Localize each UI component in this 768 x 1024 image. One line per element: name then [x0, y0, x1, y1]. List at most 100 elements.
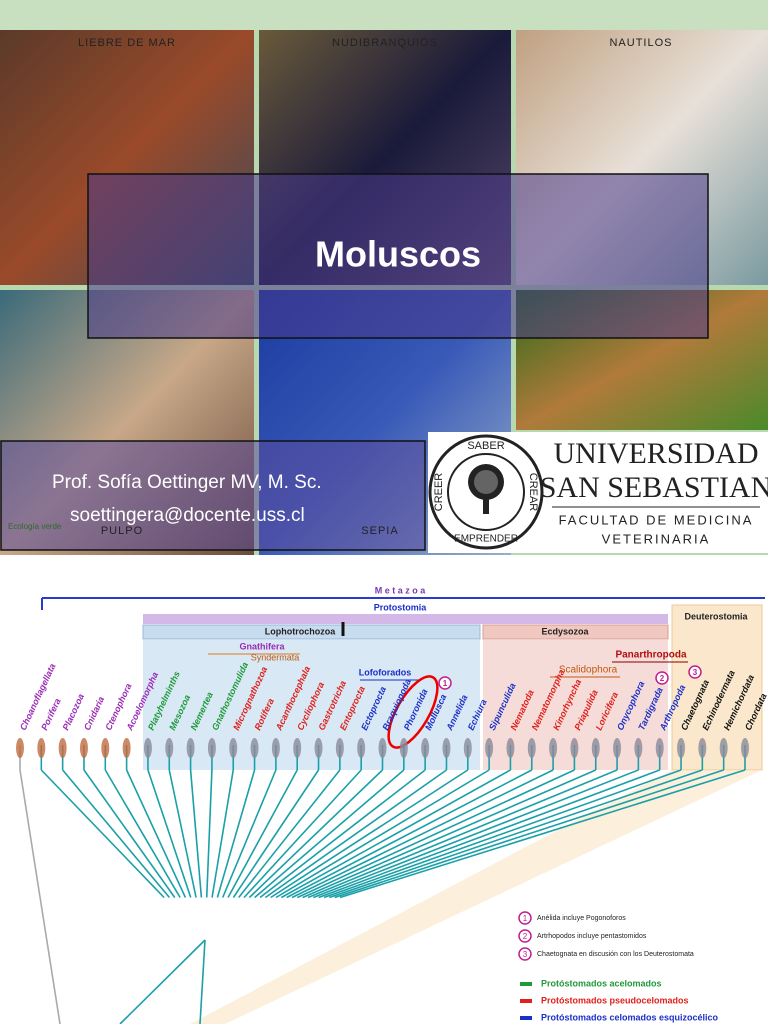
branch	[329, 769, 703, 899]
seal-text: CREER	[433, 473, 445, 512]
number-circle	[518, 911, 532, 925]
number-circle	[518, 947, 532, 961]
branch	[280, 769, 511, 899]
branch	[205, 769, 213, 898]
organism-icon	[165, 738, 174, 758]
branch	[297, 769, 575, 899]
organism-icon	[314, 738, 323, 758]
photo-label: SEPIA	[361, 525, 398, 537]
organism-icon	[293, 738, 302, 758]
number: 1	[523, 914, 528, 923]
seal-text: SABER	[467, 440, 504, 452]
branch	[323, 769, 682, 899]
legend-label: Protóstomados celomados esquizocélico	[541, 1012, 719, 1022]
highlight	[387, 675, 439, 749]
organism-icon	[58, 738, 67, 758]
organism-icon	[549, 738, 558, 758]
seal-text: CREAR	[527, 473, 539, 512]
legend-label: Protóstomados pseudocelomados	[541, 995, 689, 1005]
clade-bracket	[143, 614, 668, 624]
branch	[168, 769, 197, 898]
number: 2	[660, 674, 665, 683]
organism-icon	[677, 738, 686, 758]
organism-icon	[655, 738, 664, 758]
organism-icon	[591, 738, 600, 758]
university-name: UNIVERSIDAD	[554, 437, 759, 470]
organism-icon	[271, 738, 280, 758]
organism-icon	[186, 738, 195, 758]
author-box	[0, 440, 426, 551]
trunk	[119, 939, 206, 1024]
photo-label: PULPO	[101, 525, 143, 537]
organism-icon	[378, 738, 387, 758]
title-box	[87, 173, 709, 339]
branch	[264, 769, 447, 899]
organism-icon	[485, 738, 494, 758]
tree-lines	[19, 745, 746, 1024]
seal-text: EMPRENDER	[454, 534, 518, 545]
organism-icon	[506, 738, 515, 758]
branch	[259, 769, 426, 899]
legend-label: Protóstomados acelomados	[541, 978, 662, 988]
branch	[254, 769, 405, 899]
branch	[248, 769, 384, 899]
faculty: VETERINARIA	[602, 531, 711, 546]
branch	[83, 769, 176, 898]
organism-icon	[634, 738, 643, 758]
organism-icon	[421, 738, 430, 758]
branch	[291, 769, 554, 899]
clade-label: Scalidophora	[559, 665, 618, 676]
branch	[104, 769, 181, 898]
branch	[313, 769, 639, 899]
branch	[238, 769, 341, 898]
photo-label: LIEBRE DE MAR	[78, 37, 176, 49]
organism-icon	[229, 738, 238, 758]
title: Moluscos	[315, 234, 481, 275]
branch	[243, 769, 362, 899]
branch	[221, 769, 277, 898]
organism-icon	[463, 738, 472, 758]
organism-icon	[79, 738, 88, 758]
branch	[189, 769, 203, 898]
email: soettingera@docente.uss.cl	[70, 505, 305, 526]
clade-label: Protostomia	[374, 602, 428, 612]
organism-icon	[698, 738, 707, 758]
label-strip	[0, 0, 768, 30]
clade-label: Syndermata	[251, 652, 300, 662]
tree-background	[143, 604, 763, 1024]
branch	[216, 769, 256, 898]
legend-note: Artrhopodos incluye pentastomidos	[537, 933, 647, 940]
branch	[227, 769, 298, 898]
branch	[125, 769, 187, 898]
number-circle	[518, 929, 532, 943]
organism-icon	[207, 738, 216, 758]
trunk	[199, 939, 206, 1024]
taxon-label: Cnidaria	[82, 695, 106, 732]
clade-label: Ecdysozoa	[541, 626, 589, 636]
branch	[302, 769, 597, 899]
clade-label: Lophotrochozoa	[265, 626, 336, 636]
author: Prof. Sofía Oettinger MV, M. Sc.	[52, 472, 322, 493]
clade-label: Gnathifera	[239, 641, 285, 651]
taxon-label: Porifera	[39, 697, 62, 732]
branch	[286, 769, 533, 899]
branch	[318, 769, 660, 899]
legend-swatch	[520, 999, 532, 1003]
organism-icon	[442, 738, 451, 758]
number: 1	[443, 679, 448, 688]
clade-bracket	[482, 624, 669, 640]
photo-label: NUDIBRANQUIOS	[332, 37, 438, 49]
faculty: FACULTAD DE MEDICINA	[559, 512, 754, 527]
organism-icon	[570, 738, 579, 758]
university-name: SAN SEBASTIAN	[540, 471, 768, 504]
organism-icon	[122, 738, 131, 758]
number-circle	[655, 671, 669, 685]
number-circle	[438, 676, 452, 690]
branch	[147, 769, 192, 898]
organism-icon	[399, 738, 408, 758]
organism-icon	[143, 738, 152, 758]
organism-icon	[335, 738, 344, 758]
branch	[62, 769, 171, 899]
